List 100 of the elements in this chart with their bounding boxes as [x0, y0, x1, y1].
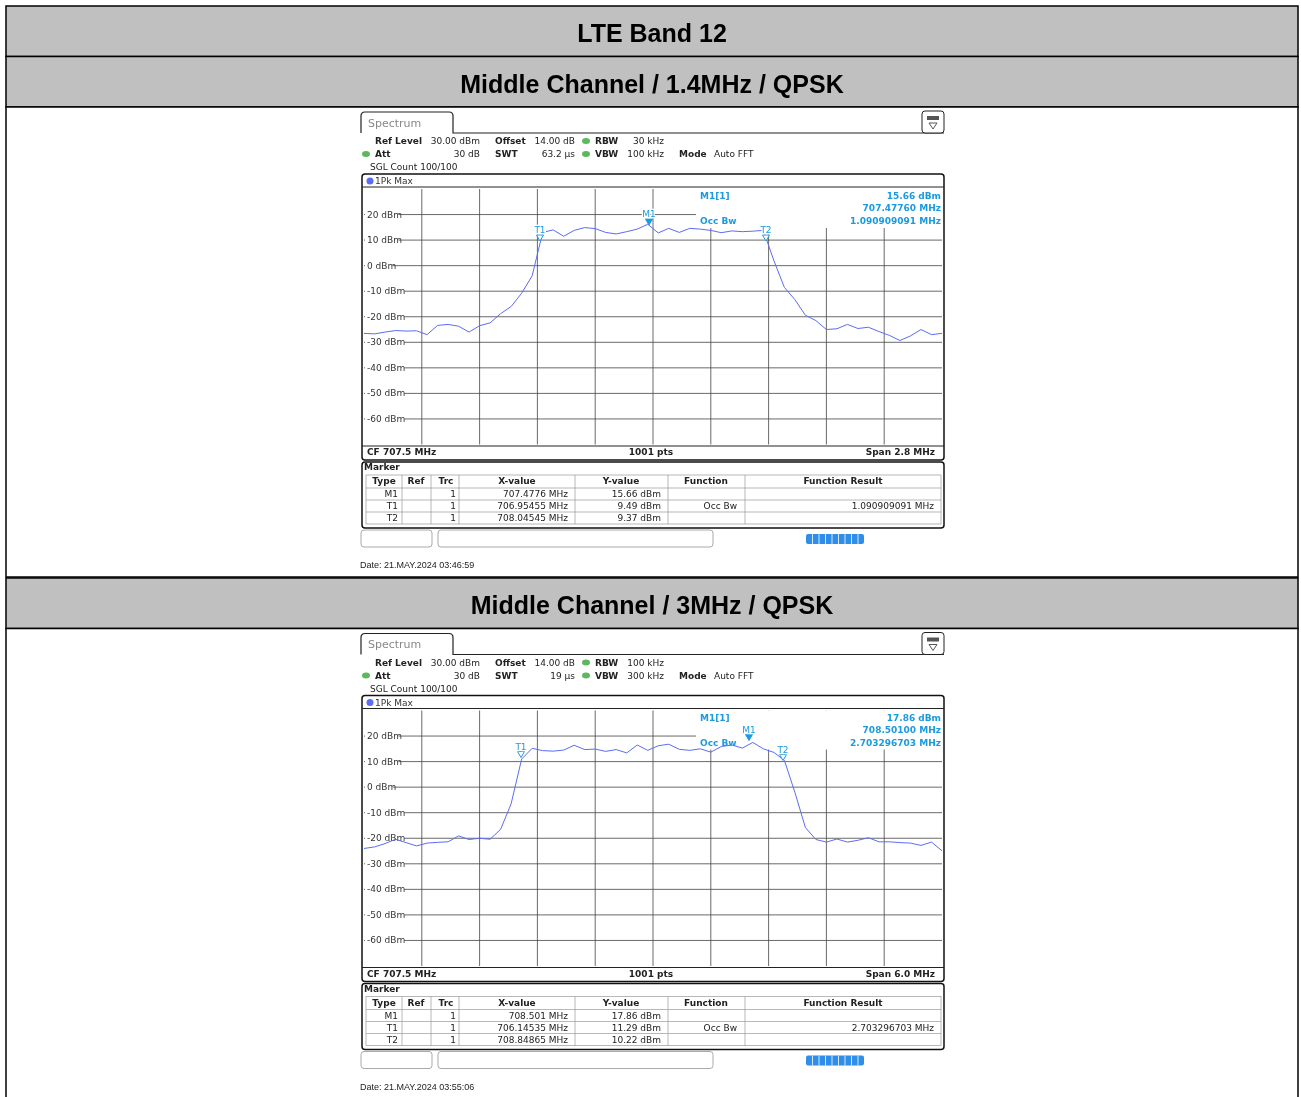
y-tick-label: -60 dBm	[367, 935, 406, 946]
text: Mode	[679, 149, 707, 159]
text: Att	[375, 149, 392, 159]
chart-subtitle: Middle Channel / 1.4MHz / QPSK	[460, 69, 844, 98]
text: 17.86 dBm	[611, 1010, 661, 1021]
text: Spectrum	[368, 116, 422, 130]
y-tick-label: -20 dBm	[367, 833, 406, 844]
text: Mode	[679, 670, 707, 681]
text: Occ Bw	[703, 501, 737, 511]
annotation: M1	[742, 724, 756, 735]
text: T2	[385, 513, 398, 523]
text: 1	[450, 489, 456, 499]
y-tick-label: -60 dBm	[367, 413, 406, 424]
text: 100 kHz	[627, 149, 665, 159]
text: 708.84865 MHz	[497, 1034, 569, 1045]
text: Function Result	[803, 997, 884, 1008]
text: 706.14535 MHz	[497, 1022, 569, 1033]
text: CF 707.5 MHz	[367, 968, 437, 979]
text: 706.95455 MHz	[497, 501, 569, 511]
y-tick-label: 0 dBm	[367, 782, 397, 793]
y-tick-label: 20 dBm	[367, 209, 402, 220]
annotation: Occ Bw	[700, 737, 737, 748]
text: VBW	[595, 670, 619, 681]
text: Marker	[364, 983, 401, 994]
annotation: 1.090909091 MHz	[850, 216, 941, 226]
text: 9.37 dBm	[617, 513, 661, 523]
text: 1001 pts	[628, 447, 674, 457]
text: RBW	[595, 657, 619, 668]
annotation: 708.50100 MHz	[862, 724, 941, 735]
y-tick-label: 0 dBm	[367, 260, 397, 271]
y-tick-label: -30 dBm	[367, 337, 406, 348]
text: 30 dB	[453, 149, 480, 159]
text: T2	[385, 1034, 398, 1045]
text: 708.04545 MHz	[497, 513, 569, 523]
legend-label: 1Pk Max	[375, 697, 414, 708]
text: 30.00 dBm	[430, 136, 480, 146]
annotation: M1[1]	[700, 712, 730, 723]
text: Type	[372, 476, 396, 486]
text: T1	[385, 1022, 398, 1033]
text: 1	[450, 1034, 456, 1045]
y-tick-label: 10 dBm	[367, 235, 402, 246]
text: Occ Bw	[703, 1022, 737, 1033]
annotation: T2	[776, 744, 789, 755]
text: Ref Level	[375, 136, 422, 146]
text: 14.00 dB	[534, 657, 575, 668]
y-tick-label: -50 dBm	[367, 388, 406, 399]
text: 100 kHz	[627, 657, 665, 668]
text: Att	[375, 670, 392, 681]
text: T1	[385, 501, 398, 511]
text: 1001 pts	[628, 968, 674, 979]
text: 300 kHz	[627, 670, 665, 681]
annotation: 17.86 dBm	[886, 712, 941, 723]
text: Date: 21.MAY.2024 03:55:06	[360, 1081, 475, 1092]
y-tick-label: -10 dBm	[367, 286, 406, 297]
text: SGL Count 100/100	[370, 162, 458, 172]
text: 2.703296703 MHz	[851, 1022, 935, 1033]
text: 708.501 MHz	[508, 1010, 569, 1021]
text: 30.00 dBm	[430, 657, 480, 668]
text: X-value	[498, 476, 536, 486]
text: 1	[450, 1010, 456, 1021]
text: 1	[450, 501, 456, 511]
text: X-value	[498, 997, 536, 1008]
text: SWT	[495, 670, 519, 681]
y-tick-label: -20 dBm	[367, 311, 406, 322]
y-tick-label: 10 dBm	[367, 756, 402, 767]
legend-label: 1Pk Max	[375, 176, 414, 186]
text: 10.22 dBm	[611, 1034, 661, 1045]
text: 1	[450, 1022, 456, 1033]
y-tick-label: -40 dBm	[367, 884, 406, 895]
text: Spectrum	[368, 638, 422, 651]
text: Trc	[438, 476, 454, 486]
text: 63.2 µs	[541, 149, 576, 159]
y-tick-label: -10 dBm	[367, 807, 406, 818]
text: Function Result	[803, 476, 884, 486]
text: Ref	[407, 997, 425, 1008]
text: 15.66 dBm	[611, 489, 661, 499]
text: M1	[384, 1010, 398, 1021]
text: Y-value	[601, 997, 640, 1008]
text: Span 6.0 MHz	[865, 968, 935, 979]
text: VBW	[595, 149, 619, 159]
text: RBW	[595, 136, 619, 146]
text: Y-value	[601, 476, 640, 486]
annotation: 15.66 dBm	[886, 191, 941, 201]
text: Function	[684, 476, 728, 486]
y-tick-label: 20 dBm	[367, 731, 402, 742]
text: 707.4776 MHz	[502, 489, 569, 499]
text: Offset	[495, 136, 527, 146]
text: 11.29 dBm	[611, 1022, 661, 1033]
text: 14.00 dB	[534, 136, 575, 146]
text: Auto FFT	[714, 149, 754, 159]
text: 1.090909091 MHz	[851, 501, 935, 511]
text: 30 kHz	[632, 136, 665, 146]
text: SWT	[495, 149, 519, 159]
text: 30 dB	[453, 670, 480, 681]
chart-title: LTE Band 12	[577, 19, 727, 47]
text: Span 2.8 MHz	[865, 447, 935, 457]
text: 9.49 dBm	[617, 501, 661, 511]
annotation: T1	[514, 741, 527, 752]
text: Type	[372, 997, 396, 1008]
text: Ref Level	[375, 657, 422, 668]
